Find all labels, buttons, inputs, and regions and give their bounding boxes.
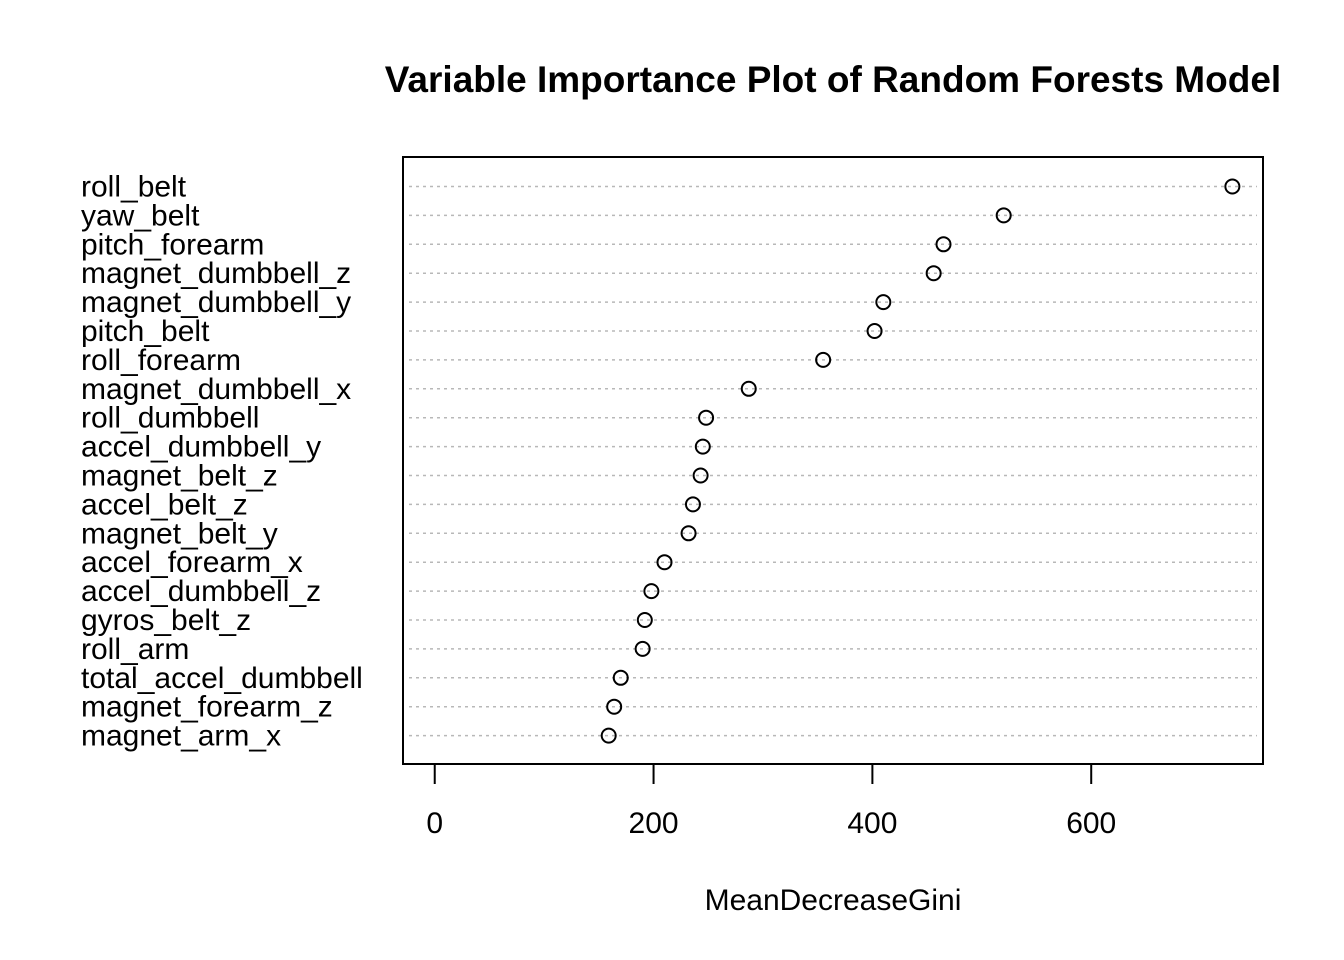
x-tick-label-200: 200: [629, 807, 679, 840]
category-label-total_accel_dumbbell: total_accel_dumbbell: [81, 662, 363, 695]
category-label-magnet_dumbbell_y: magnet_dumbbell_y: [81, 286, 351, 319]
data-point-roll_forearm: [815, 351, 832, 368]
data-points: [600, 178, 1241, 744]
category-label-accel_forearm_x: accel_forearm_x: [81, 546, 303, 579]
data-point-magnet_belt_z: [692, 467, 709, 484]
category-label-roll_dumbbell: roll_dumbbell: [81, 402, 259, 435]
category-label-roll_belt: roll_belt: [81, 171, 187, 204]
grid-layer: [409, 185, 1257, 737]
data-point-roll_dumbbell: [698, 409, 715, 426]
category-label-magnet_arm_x: magnet_arm_x: [81, 720, 281, 753]
data-point-magnet_dumbbell_x: [740, 380, 757, 397]
data-point-yaw_belt: [995, 207, 1012, 224]
category-label-gyros_belt_z: gyros_belt_z: [81, 604, 251, 637]
data-point-accel_dumbbell_z: [643, 583, 660, 600]
data-point-magnet_forearm_z: [606, 698, 623, 715]
plot-frame: [402, 156, 1264, 765]
data-point-accel_dumbbell_y: [694, 438, 711, 455]
category-label-pitch_belt: pitch_belt: [81, 315, 210, 348]
data-point-roll_arm: [634, 640, 651, 657]
category-label-accel_dumbbell_z: accel_dumbbell_z: [81, 575, 321, 608]
category-label-accel_dumbbell_y: accel_dumbbell_y: [81, 431, 321, 464]
category-label-magnet_belt_y: magnet_belt_y: [81, 517, 278, 550]
data-point-accel_forearm_x: [656, 554, 673, 571]
category-label-pitch_forearm: pitch_forearm: [81, 228, 264, 261]
x-tick-label-400: 400: [847, 807, 897, 840]
data-point-gyros_belt_z: [636, 612, 653, 628]
category-label-yaw_belt: yaw_belt: [81, 199, 200, 232]
data-point-magnet_belt_y: [680, 525, 697, 542]
data-point-magnet_arm_x: [600, 727, 617, 744]
chart-title: Variable Importance Plot of Random Fores…: [385, 59, 1281, 100]
category-label-magnet_dumbbell_x: magnet_dumbbell_x: [81, 373, 351, 406]
category-labels: roll_beltyaw_beltpitch_forearmmagnet_dum…: [81, 171, 363, 753]
data-point-total_accel_dumbbell: [612, 669, 629, 686]
x-axis: 0 200 400 600: [426, 763, 1116, 840]
category-label-accel_belt_z: accel_belt_z: [81, 488, 248, 521]
x-axis-title: MeanDecreaseGini: [705, 884, 962, 917]
data-point-accel_belt_z: [684, 496, 701, 513]
data-point-pitch_belt: [866, 323, 883, 339]
x-tick-label-600: 600: [1066, 807, 1116, 840]
category-label-roll_forearm: roll_forearm: [81, 344, 241, 377]
category-label-roll_arm: roll_arm: [81, 633, 189, 666]
data-point-roll_belt: [1224, 178, 1241, 195]
data-point-magnet_dumbbell_y: [875, 294, 892, 311]
category-label-magnet_belt_z: magnet_belt_z: [81, 460, 278, 493]
category-label-magnet_dumbbell_z: magnet_dumbbell_z: [81, 257, 351, 290]
data-point-pitch_forearm: [935, 236, 952, 253]
category-label-magnet_forearm_z: magnet_forearm_z: [81, 691, 333, 724]
x-tick-label-0: 0: [426, 807, 443, 840]
data-point-magnet_dumbbell_z: [925, 265, 942, 282]
